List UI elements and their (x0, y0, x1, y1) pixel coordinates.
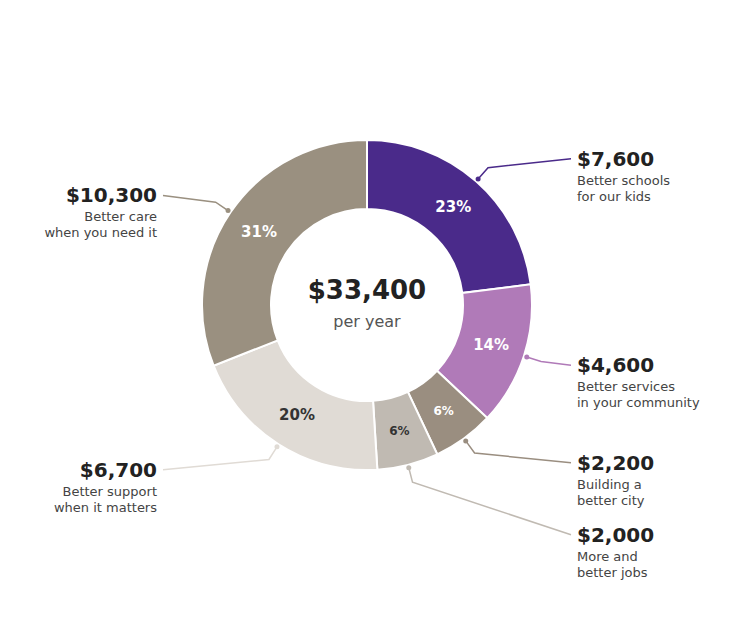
slice (214, 340, 378, 470)
category-label: More andbetter jobs (577, 549, 648, 580)
amount-label: $6,700 (80, 458, 157, 482)
leader-dot (406, 465, 411, 470)
chart-container: 23%14%6%6%20%31%$33,400per year$7,600Bet… (0, 0, 735, 618)
data-label: 20% (279, 406, 315, 424)
leader-dot (274, 444, 279, 449)
data-label: 23% (435, 198, 471, 216)
slice (367, 140, 531, 293)
data-label: 14% (473, 336, 509, 354)
leader-dot (226, 208, 231, 213)
amount-label: $4,600 (577, 353, 654, 377)
data-label: 6% (434, 404, 454, 418)
amount-label: $10,300 (66, 183, 157, 207)
leader-line (409, 468, 571, 535)
category-label: Building abetter city (577, 477, 645, 508)
category-label: Better schoolsfor our kids (577, 173, 670, 204)
labels: 23%14%6%6%20%31%$33,400per year$7,600Bet… (44, 147, 700, 580)
leader-line (466, 441, 571, 463)
leader-line (163, 447, 277, 470)
leader-line (163, 195, 228, 210)
leader-line (527, 357, 571, 365)
leader-dot (463, 438, 468, 443)
amount-label: $2,200 (577, 451, 654, 475)
category-label: Better supportwhen it matters (54, 484, 157, 515)
data-label: 31% (241, 223, 277, 241)
center-text: per year (333, 312, 401, 331)
category-label: Better carewhen you need it (44, 209, 157, 240)
slices (202, 140, 532, 470)
leader-line (478, 159, 571, 179)
category-label: Better servicesin your community (577, 379, 700, 410)
slice (373, 392, 437, 470)
slice (202, 140, 367, 366)
amount-label: $2,000 (577, 523, 654, 547)
chart: 23%14%6%6%20%31%$33,400per year$7,600Bet… (0, 0, 735, 618)
amount-label: $7,600 (577, 147, 654, 171)
leader-dot (524, 354, 529, 359)
data-label: 6% (389, 424, 409, 438)
center-text: $33,400 (308, 275, 426, 305)
leader-dot (476, 176, 481, 181)
